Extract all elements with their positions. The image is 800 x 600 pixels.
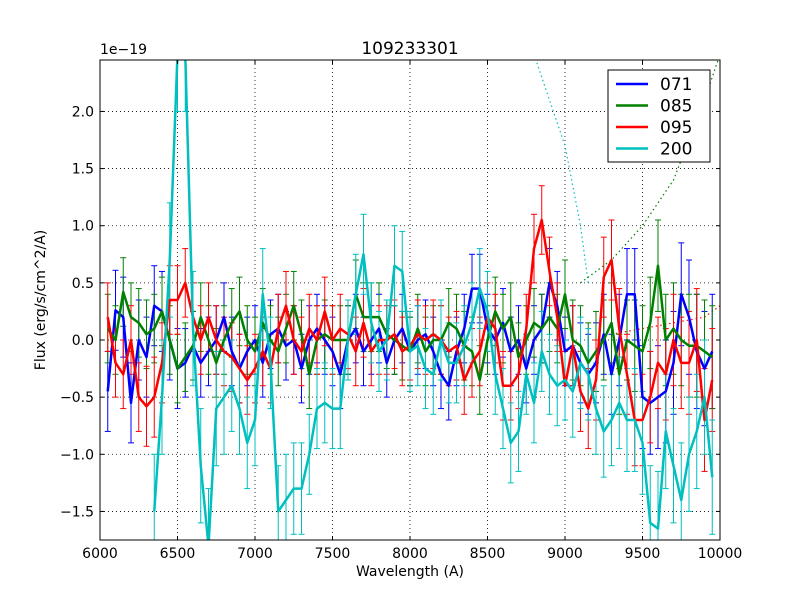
- y-axis-label: Flux (erg/s/cm^2/A): [33, 230, 49, 370]
- x-tick-label: 7500: [315, 546, 351, 562]
- model-line-200-model: [535, 60, 589, 283]
- legend-box: [607, 69, 711, 163]
- x-tick-label: 8000: [392, 546, 428, 562]
- chart-title: 109233301: [361, 39, 458, 59]
- plot-area: [104, 60, 720, 540]
- x-tick-label: 7000: [237, 546, 273, 562]
- x-axis-label: Wavelength (A): [356, 564, 464, 580]
- legend-label-095: 095: [660, 118, 692, 138]
- x-tick-label: 9500: [625, 546, 661, 562]
- legend-label-200: 200: [660, 140, 692, 160]
- y-offset-text: 1e−19: [100, 42, 147, 58]
- y-tick-label: 2.0: [72, 104, 94, 120]
- y-tick-label: 1.0: [72, 219, 94, 235]
- x-tick-label: 9000: [547, 546, 583, 562]
- model-line-085-model: [580, 60, 719, 284]
- x-tick-label: 8500: [470, 546, 506, 562]
- y-tick-label: 0.5: [72, 276, 94, 292]
- y-tick-label: 0.0: [72, 333, 94, 349]
- x-tick-label: 6000: [82, 546, 118, 562]
- y-tick-label: −1.5: [60, 504, 94, 520]
- legend-label-085: 085: [660, 97, 692, 117]
- x-tick-label: 10000: [698, 546, 743, 562]
- x-tick-label: 6500: [160, 546, 196, 562]
- ticks: 6000 6500 7000 7500 8000 8500 9000 9500 10000 −1.…: [60, 60, 742, 562]
- y-tick-label: −0.5: [60, 390, 94, 406]
- y-tick-label: −1.0: [60, 447, 94, 463]
- y-tick-label: 1.5: [72, 162, 94, 178]
- series-line-200: [153, 60, 714, 540]
- legend-label-071: 071: [660, 75, 692, 95]
